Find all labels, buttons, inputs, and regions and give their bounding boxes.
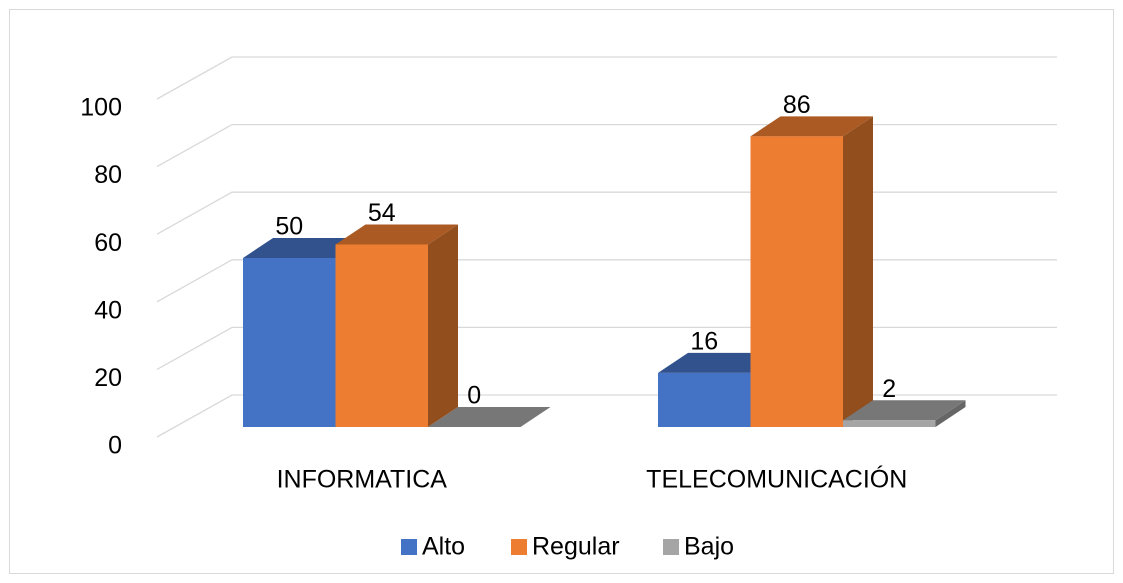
bar-top — [843, 400, 966, 421]
legend-label: Bajo — [684, 533, 734, 561]
bar — [843, 420, 936, 427]
bar-side — [843, 116, 873, 427]
y-tick-label: 0 — [108, 432, 122, 460]
bar — [750, 136, 843, 427]
data-label: 2 — [882, 375, 896, 403]
data-label: 86 — [783, 91, 811, 119]
x-tick-label: TELECOMUNICACIÓN — [646, 465, 907, 494]
data-label: 50 — [275, 213, 303, 241]
bar-top — [335, 224, 458, 245]
legend-label: Regular — [532, 533, 620, 561]
bar-top — [428, 407, 551, 427]
y-tick-label: 40 — [94, 296, 122, 324]
bar-top — [658, 352, 781, 373]
bar-side — [428, 224, 458, 427]
legend-swatch — [511, 539, 527, 555]
y-tick-label: 80 — [94, 161, 122, 189]
bar-top — [750, 116, 873, 137]
y-tick-label: 100 — [80, 94, 122, 122]
data-label: 54 — [368, 199, 396, 227]
y-tick-label: 20 — [94, 364, 122, 392]
chart-border — [9, 9, 1114, 574]
legend-swatch — [663, 539, 679, 555]
bar — [335, 244, 428, 427]
legend-swatch — [401, 539, 417, 555]
legend-label: Alto — [422, 533, 465, 561]
bar — [243, 258, 336, 427]
bar-top — [243, 238, 366, 258]
data-label: 16 — [690, 328, 718, 356]
bar — [658, 372, 751, 427]
data-label: 0 — [467, 382, 481, 410]
x-tick-label: INFORMATICA — [277, 466, 448, 494]
bar-side — [935, 400, 966, 427]
y-tick-label: 60 — [94, 229, 122, 257]
grid-line — [156, 56, 1057, 100]
